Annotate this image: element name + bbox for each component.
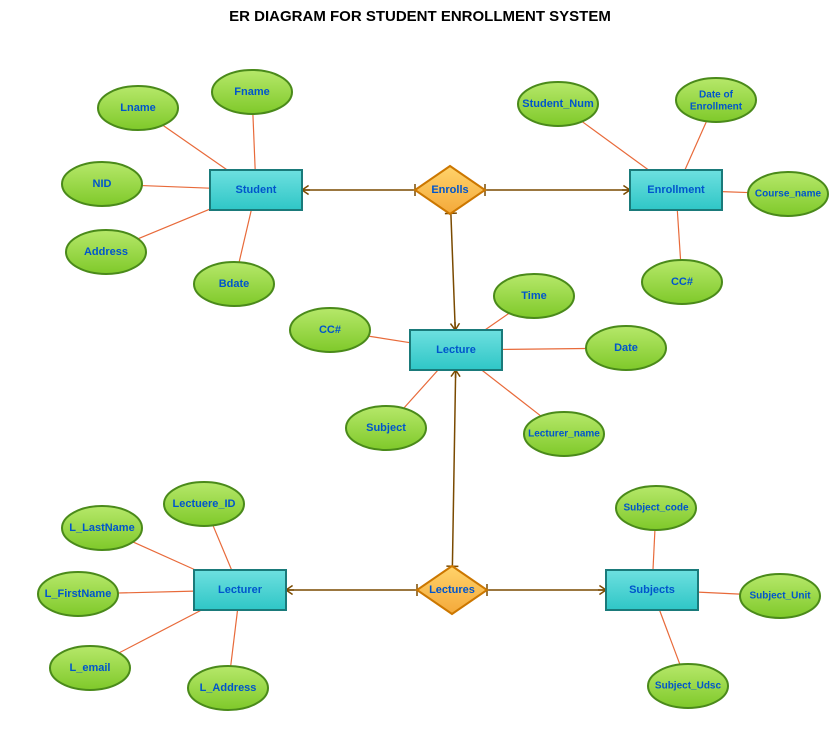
label-subject_udsc: Subject_Udsc (655, 681, 722, 692)
attr-edge-bdate-student (239, 210, 251, 262)
label-l_email: L_email (70, 662, 111, 674)
label-lectures: Lectures (429, 584, 475, 596)
label-l_firstname: L_FirstName (45, 588, 112, 600)
attr-edge-date_enroll-enrollment (685, 121, 707, 170)
label-student: Student (236, 184, 277, 196)
attribute-lecturer_id: Lectuere_ID (164, 482, 244, 526)
label-bdate: Bdate (219, 278, 250, 290)
rel-edge-enrolls-lecture (445, 213, 460, 330)
relationship-enrolls: Enrolls (415, 166, 485, 214)
attr-edge-cc_enroll-enrollment (677, 210, 680, 260)
label-enrolls: Enrolls (431, 184, 468, 196)
label-subject_attr: Subject (366, 422, 406, 434)
attribute-fname: Fname (212, 70, 292, 114)
attr-edge-lname-student (163, 125, 227, 170)
label-lecturer: Lecturer (218, 584, 263, 596)
label-lecturer_name: Lecturer_name (528, 429, 600, 440)
attribute-lecturer_name: Lecturer_name (524, 412, 604, 456)
attribute-l_lastname: L_LastName (62, 506, 142, 550)
attr-edge-lecturer_name-lecture (482, 370, 541, 416)
label-lname: Lname (120, 102, 155, 114)
rel-edge-lectures-subjects (487, 584, 606, 596)
attribute-bdate: Bdate (194, 262, 274, 306)
attr-edge-lecturer_id-lecturer (213, 525, 232, 570)
attr-edge-nid-student (142, 186, 210, 189)
label-student_num: Student_Num (522, 98, 594, 110)
label-lecture: Lecture (436, 344, 476, 356)
label-subject_code: Subject_code (623, 503, 688, 514)
label-time: Time (521, 290, 546, 302)
label-date_enroll-2: Enrollment (690, 102, 743, 113)
label-l_lastname: L_LastName (69, 522, 134, 534)
entity-student: Student (210, 170, 302, 210)
entity-subjects: Subjects (606, 570, 698, 610)
attribute-date: Date (586, 326, 666, 370)
attr-edge-l_firstname-lecturer (118, 591, 194, 593)
attr-edge-course_name-enrollment (722, 192, 748, 193)
label-fname: Fname (234, 86, 269, 98)
label-cc_enroll: CC# (671, 276, 693, 288)
relationship-lectures: Lectures (417, 566, 487, 614)
label-address: Address (84, 246, 128, 258)
label-lecturer_id: Lectuere_ID (173, 498, 236, 510)
entity-lecturer: Lecturer (194, 570, 286, 610)
attribute-l_address: L_Address (188, 666, 268, 710)
attribute-time: Time (494, 274, 574, 318)
attribute-subject_attr: Subject (346, 406, 426, 450)
label-subject_unit: Subject_Unit (749, 591, 811, 602)
attr-edge-date-lecture (502, 348, 586, 349)
rel-edge-lecturer-lectures (286, 584, 417, 596)
label-l_address: L_Address (200, 682, 257, 694)
rel-edge-student-enrolls (302, 184, 415, 196)
label-nid: NID (93, 178, 112, 190)
attr-edge-subject_udsc-subjects (660, 610, 680, 664)
attr-edge-subject_code-subjects (653, 530, 655, 570)
attr-edge-l_lastname-lecturer (133, 542, 196, 570)
attribute-lname: Lname (98, 86, 178, 130)
attr-edge-fname-student (253, 114, 255, 170)
attribute-address: Address (66, 230, 146, 274)
label-subjects: Subjects (629, 584, 675, 596)
entity-enrollment: Enrollment (630, 170, 722, 210)
attr-edge-subject_attr-lecture (404, 370, 438, 408)
label-enrollment: Enrollment (647, 184, 705, 196)
label-date_enroll: Date of (699, 90, 734, 101)
attribute-subject_unit: Subject_Unit (740, 574, 820, 618)
attr-edge-l_address-lecturer (231, 610, 238, 666)
rel-edge-lecture-lectures (446, 370, 460, 566)
attr-edge-time-lecture (485, 313, 509, 330)
attr-edge-cc_lecture-lecture (368, 336, 410, 343)
entity-lecture: Lecture (410, 330, 502, 370)
attribute-cc_lecture: CC# (290, 308, 370, 352)
attr-edge-address-student (138, 209, 210, 239)
attr-edge-student_num-enrollment (582, 122, 648, 170)
label-course_name: Course_name (755, 189, 822, 200)
label-cc_lecture: CC# (319, 324, 341, 336)
attribute-l_email: L_email (50, 646, 130, 690)
attribute-course_name: Course_name (748, 172, 828, 216)
attribute-cc_enroll: CC# (642, 260, 722, 304)
er-diagram-canvas: Student Enrollment Lecture Lecturer Subjects… (0, 0, 840, 743)
attr-edge-l_email-lecturer (119, 610, 201, 653)
attribute-subject_code: Subject_code (616, 486, 696, 530)
attribute-nid: NID (62, 162, 142, 206)
label-date: Date (614, 342, 638, 354)
rel-edge-enrolls-enrollment (485, 184, 630, 196)
attr-edge-subject_unit-subjects (698, 592, 740, 594)
attribute-student_num: Student_Num (518, 82, 598, 126)
attribute-subject_udsc: Subject_Udsc (648, 664, 728, 708)
attribute-l_firstname: L_FirstName (38, 572, 118, 616)
attribute-date_enroll: Date ofEnrollment (676, 78, 756, 122)
